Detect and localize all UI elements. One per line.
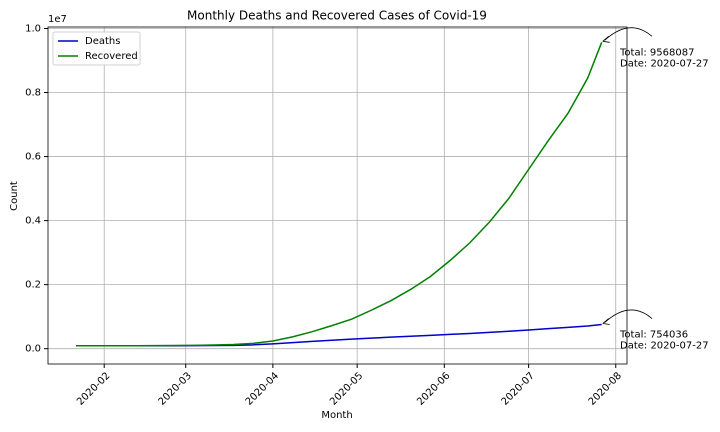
y-tick-label: 0.6 (25, 152, 41, 163)
y-tick-label: 1.0 (25, 23, 41, 34)
y-tick-label: 0.8 (25, 88, 41, 99)
annotation-text: Date: 2020-07-27 (620, 341, 709, 352)
annotation-text: Total: 9568087 (619, 47, 694, 58)
data-line (76, 42, 603, 347)
x-tick-label: 2020-05 (328, 370, 365, 407)
plot-frame (47, 26, 628, 365)
x-tick-label: 2020-02 (75, 370, 112, 407)
chart-title: Monthly Deaths and Recovered Cases of Co… (187, 9, 487, 23)
legend-label: Deaths (85, 36, 120, 47)
y-tick-label: 0.2 (25, 280, 41, 291)
x-tick-label: 2020-03 (157, 370, 194, 407)
x-tick-label: 2020-08 (587, 370, 624, 407)
annotation-text: Total: 754036 (619, 330, 688, 341)
y-axis-label: Count (9, 181, 20, 211)
x-tick-label: 2020-07 (500, 370, 537, 407)
annotation-arrow (604, 27, 653, 41)
x-tick-label: 2020-04 (244, 370, 281, 407)
y-offset-label: 1e7 (48, 14, 67, 25)
annotation-arrow (604, 309, 653, 323)
data-line (76, 323, 602, 347)
legend-label: Recovered (85, 51, 138, 62)
legend: Deaths Recovered (52, 31, 141, 66)
y-tick-label: 0.4 (25, 216, 41, 227)
x-tick-label: 2020-06 (415, 370, 452, 407)
annotation-text: Date: 2020-07-27 (620, 58, 709, 69)
x-axis-label: Month (321, 410, 352, 421)
arrow-head (602, 318, 610, 325)
y-tick-label: 0.0 (25, 344, 41, 355)
arrow-head (602, 36, 610, 43)
